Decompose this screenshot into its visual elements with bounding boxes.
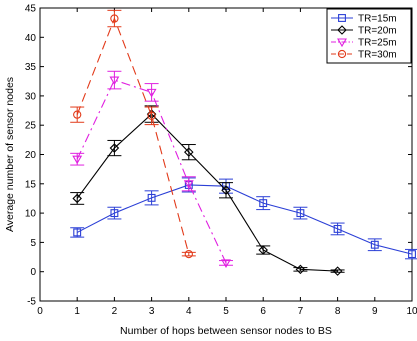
data-point (183, 180, 194, 189)
y-tick-label: 20 (25, 150, 37, 161)
data-point (259, 199, 268, 208)
data-point (109, 76, 120, 86)
data-point (72, 155, 83, 165)
x-tick-label: 8 (335, 306, 341, 317)
legend-marker (337, 38, 347, 48)
x-tick-label: 0 (37, 306, 43, 317)
series-tr-25m (70, 70, 233, 269)
y-tick-label: 10 (25, 209, 37, 220)
data-point (146, 88, 157, 98)
y-tick-label: 35 (25, 62, 37, 73)
legend-label: TR=25m (358, 38, 397, 49)
x-tick-label: 7 (298, 306, 304, 317)
data-point (109, 143, 120, 153)
series-tr-15m (70, 177, 417, 260)
data-point (72, 193, 82, 204)
y-tick-label: 5 (30, 238, 36, 249)
x-tick-label: 3 (149, 306, 155, 317)
data-point (295, 264, 306, 275)
x-tick-label: 4 (186, 306, 192, 317)
series-line (76, 79, 227, 264)
data-point (296, 209, 305, 218)
x-tick-label: 2 (112, 306, 118, 317)
legend-label: TR=20m (358, 26, 397, 37)
y-tick-label: 0 (30, 267, 36, 278)
y-tick-label: -5 (27, 297, 36, 308)
x-tick-label: 10 (406, 306, 417, 317)
series-line (76, 113, 338, 272)
y-tick-label: 25 (25, 121, 37, 132)
data-point (258, 245, 268, 255)
data-point (370, 240, 379, 249)
data-point (147, 111, 156, 120)
data-point (221, 185, 231, 196)
legend-marker (337, 49, 347, 59)
data-point (73, 110, 82, 119)
x-tick-label: 9 (372, 306, 378, 317)
legend-label: TR=15m (358, 14, 397, 25)
y-tick-label: 30 (25, 91, 37, 102)
data-point (110, 14, 119, 23)
series-line (76, 17, 190, 255)
data-point (332, 266, 343, 276)
legend-label: TR=30m (358, 50, 397, 61)
legend-marker (337, 25, 347, 35)
legend-marker (338, 14, 346, 22)
y-tick-label: 45 (25, 4, 37, 15)
x-axis-label: Number of hops between sensor nodes to B… (120, 325, 332, 337)
x-tick-label: 1 (74, 306, 80, 317)
data-point (221, 259, 231, 269)
data-point (184, 249, 193, 259)
data-point (147, 193, 156, 202)
x-tick-label: 5 (223, 306, 229, 317)
x-tick-label: 6 (260, 306, 266, 317)
y-axis-label: Average number of sensor nodes (4, 77, 16, 232)
series-line (76, 184, 413, 255)
data-point (184, 147, 194, 157)
y-tick-label: 40 (25, 33, 37, 44)
data-point (333, 224, 342, 233)
data-point (408, 250, 416, 259)
data-point (110, 209, 119, 218)
series-tr-30m (70, 9, 196, 259)
y-tick-label: 15 (25, 179, 37, 190)
data-point (73, 228, 82, 237)
